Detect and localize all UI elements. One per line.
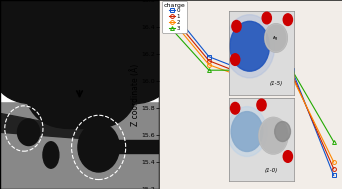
Legend: 0, 1, 2, 3: 0, 1, 2, 3 — [162, 1, 187, 33]
1 — [332, 168, 336, 170]
Bar — [0, 88, 159, 101]
Line: 0: 0 — [166, 3, 336, 177]
2 — [249, 78, 253, 81]
Circle shape — [78, 123, 119, 172]
0 — [207, 56, 211, 58]
Ellipse shape — [43, 142, 59, 168]
Bar — [98, 140, 159, 153]
0 — [332, 174, 336, 177]
2 — [207, 64, 211, 66]
0 — [249, 72, 253, 74]
Circle shape — [17, 119, 40, 146]
Bar — [0, 101, 159, 189]
2 — [290, 76, 294, 78]
1 — [290, 73, 294, 75]
0 — [165, 4, 169, 7]
1 — [207, 60, 211, 62]
Line: 2: 2 — [166, 13, 336, 164]
Polygon shape — [0, 0, 35, 72]
3 — [332, 141, 336, 143]
Line: 1: 1 — [166, 9, 336, 171]
3 — [165, 23, 169, 26]
3 — [290, 69, 294, 71]
1 — [249, 76, 253, 78]
Polygon shape — [0, 113, 98, 140]
Line: 3: 3 — [166, 22, 336, 144]
3 — [207, 69, 211, 71]
FancyBboxPatch shape — [0, 0, 178, 104]
2 — [165, 14, 169, 16]
Y-axis label: Z coordinate (Å): Z coordinate (Å) — [130, 63, 140, 126]
Bar — [0, 0, 159, 88]
FancyBboxPatch shape — [22, 0, 140, 129]
2 — [332, 161, 336, 163]
0 — [290, 69, 294, 71]
3 — [249, 69, 253, 71]
1 — [165, 10, 169, 12]
